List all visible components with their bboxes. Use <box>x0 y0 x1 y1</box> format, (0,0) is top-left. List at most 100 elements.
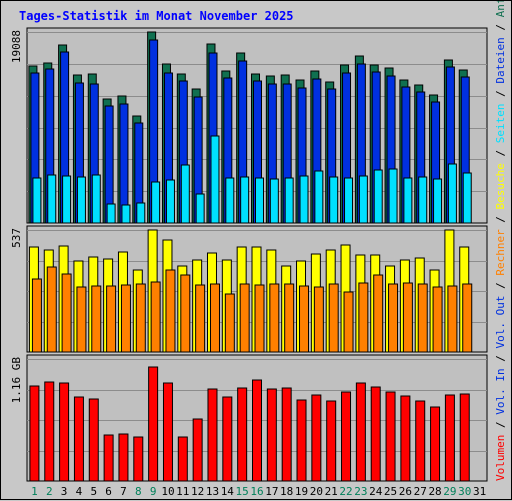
bar-volumen-14 <box>222 396 233 482</box>
legend-segment: / <box>494 209 507 229</box>
bar-rechner-30 <box>462 283 473 353</box>
bar-volumen-2 <box>44 381 55 482</box>
bar-seiten-20 <box>314 170 324 224</box>
bar-seiten-15 <box>240 176 250 224</box>
day-label-5: 5 <box>90 485 97 498</box>
bar-volumen-21 <box>326 400 337 482</box>
bar-volumen-9 <box>148 366 159 482</box>
bar-volumen-28 <box>430 406 441 482</box>
day-label-19: 19 <box>295 485 308 498</box>
bar-seiten-22 <box>344 177 354 224</box>
day-label-6: 6 <box>105 485 112 498</box>
bar-seiten-16 <box>255 177 264 224</box>
bar-volumen-30 <box>459 393 470 482</box>
bar-volumen-6 <box>103 434 114 482</box>
bar-seiten-24 <box>373 169 383 224</box>
bar-volumen-16 <box>252 379 262 482</box>
bar-seiten-13 <box>210 135 220 224</box>
day-label-17: 17 <box>265 485 278 498</box>
bar-rechner-2 <box>46 266 57 353</box>
bar-rechner-23 <box>358 282 369 353</box>
legend-segment: Dateien <box>494 37 507 83</box>
bar-rechner-13 <box>209 283 220 353</box>
bar-volumen-29 <box>444 394 455 482</box>
day-label-27: 27 <box>414 485 427 498</box>
day-label-12: 12 <box>191 485 204 498</box>
chart-panels: 19088 537 1.16 GB <box>10 27 488 482</box>
legend-segment: Besuche <box>494 163 507 209</box>
day-label-10: 10 <box>161 485 174 498</box>
bar-volumen-24 <box>370 386 381 482</box>
day-label-15: 15 <box>236 485 249 498</box>
day-label-20: 20 <box>310 485 323 498</box>
day-label-23: 23 <box>354 485 367 498</box>
day-label-8: 8 <box>135 485 142 498</box>
day-label-26: 26 <box>399 485 412 498</box>
bar-seiten-27 <box>418 176 428 224</box>
bar-volumen-11 <box>177 436 188 482</box>
day-label-22: 22 <box>339 485 352 498</box>
bar-seiten-7 <box>121 204 131 224</box>
legend-segment: Vol. Out <box>494 296 507 349</box>
bar-volumen-27 <box>415 400 426 482</box>
bar-rechner-5 <box>91 285 102 353</box>
bar-rechner-15 <box>239 283 250 353</box>
bar-volumen-12 <box>192 418 203 482</box>
bar-rechner-10 <box>165 269 176 353</box>
day-label-16: 16 <box>250 485 263 498</box>
bar-rechner-19 <box>299 285 310 353</box>
bar-seiten-2 <box>47 174 57 224</box>
bar-rechner-20 <box>313 286 324 353</box>
legend-segment: / <box>494 84 507 104</box>
bar-volumen-5 <box>88 398 99 482</box>
bar-rechner-3 <box>61 273 72 353</box>
bar-volumen-15 <box>237 387 248 482</box>
bar-rechner-8 <box>135 283 146 353</box>
day-label-2: 2 <box>46 485 53 498</box>
day-label-31: 31 <box>473 485 486 498</box>
bar-seiten-4 <box>76 176 86 224</box>
day-labels: 1 2 3 4 5 6 7 8 9 10 11 12 13 14 15 16 17 18 19 20 21 22 23 24 2… <box>31 485 486 498</box>
legend-segment: / <box>494 276 507 296</box>
bar-volumen-26 <box>400 395 411 482</box>
day-label-3: 3 <box>61 485 68 498</box>
bar-rechner-9 <box>150 281 161 353</box>
day-label-28: 28 <box>428 485 441 498</box>
legend-segment: / <box>494 349 507 369</box>
legend-segment: / <box>494 143 507 163</box>
bar-seiten-28 <box>433 178 443 224</box>
day-label-9: 9 <box>150 485 157 498</box>
bar-seiten-10 <box>165 179 175 224</box>
day-label-7: 7 <box>120 485 127 498</box>
legend-segment: Vol. In <box>494 368 507 414</box>
bar-rechner-7 <box>120 284 131 353</box>
right-legend: Volumen / Vol. In / Vol. Out / Rechner /… <box>494 1 507 481</box>
bar-rechner-21 <box>328 283 339 353</box>
bar-rechner-1 <box>31 278 42 353</box>
legend-segment: / <box>494 17 507 37</box>
bar-volumen-23 <box>355 382 366 482</box>
bar-volumen-20 <box>311 394 322 482</box>
bar-volumen-10 <box>162 382 173 482</box>
max-label-top: 19088 <box>10 30 23 63</box>
bar-volumen-7 <box>118 433 129 482</box>
bar-volumen-25 <box>385 391 396 482</box>
max-label-mid: 537 <box>10 228 23 248</box>
day-label-4: 4 <box>76 485 83 498</box>
legend-segment: Volumen <box>494 435 507 481</box>
bar-volumen-22 <box>341 391 352 482</box>
day-label-29: 29 <box>443 485 456 498</box>
bar-seiten-26 <box>403 177 413 224</box>
bar-seiten-9 <box>151 181 161 224</box>
bar-seiten-23 <box>358 175 368 224</box>
max-label-bottom: 1.16 GB <box>10 357 23 404</box>
bar-volumen-19 <box>296 399 307 482</box>
bar-seiten-6 <box>106 203 116 224</box>
bar-rechner-27 <box>417 283 428 353</box>
day-label-14: 14 <box>221 485 235 498</box>
day-label-11: 11 <box>176 485 189 498</box>
bar-rechner-12 <box>195 284 206 353</box>
day-label-24: 24 <box>369 485 383 498</box>
bar-rechner-22 <box>343 291 354 353</box>
